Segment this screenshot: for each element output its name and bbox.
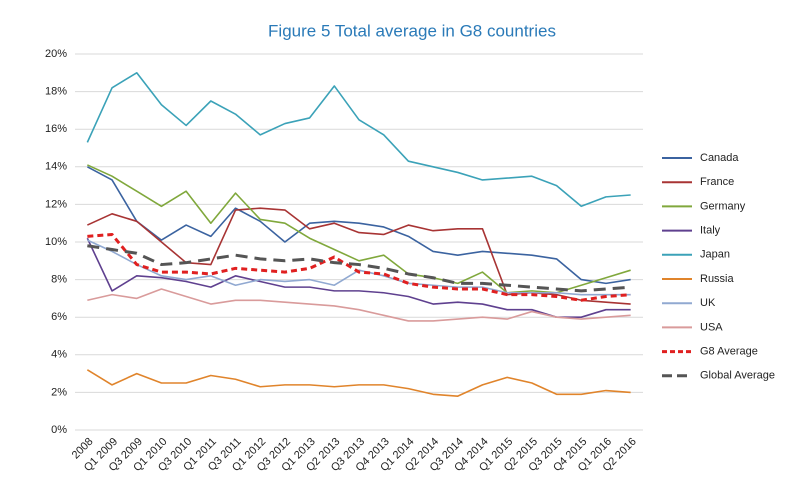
legend-label: Canada bbox=[700, 152, 739, 164]
y-tick-label: 6% bbox=[51, 311, 67, 323]
legend-label: G8 Average bbox=[700, 346, 758, 358]
legend-label: Japan bbox=[700, 249, 730, 261]
y-tick-label: 10% bbox=[45, 236, 67, 248]
y-tick-label: 14% bbox=[45, 161, 67, 173]
legend-label: Global Average bbox=[700, 370, 775, 382]
legend-label: France bbox=[700, 176, 734, 188]
y-tick-label: 0% bbox=[51, 424, 67, 436]
series-line bbox=[86, 72, 631, 208]
legend-label: Italy bbox=[700, 225, 721, 237]
legend-label: USA bbox=[700, 321, 723, 333]
y-tick-label: 16% bbox=[45, 123, 67, 135]
y-tick-label: 12% bbox=[45, 198, 67, 210]
y-tick-label: 4% bbox=[51, 349, 67, 361]
legend-label: Germany bbox=[700, 200, 746, 212]
series-line bbox=[86, 237, 631, 318]
series-line bbox=[86, 369, 631, 397]
series-line bbox=[87, 288, 631, 322]
chart-title: Figure 5 Total average in G8 countries bbox=[268, 21, 556, 40]
y-tick-label: 18% bbox=[45, 86, 67, 98]
series-line bbox=[87, 164, 631, 294]
y-tick-label: 8% bbox=[51, 274, 67, 286]
series-line bbox=[87, 239, 631, 296]
series-line bbox=[87, 232, 631, 302]
legend-label: Russia bbox=[700, 273, 735, 285]
legend-label: UK bbox=[700, 297, 716, 309]
y-tick-label: 2% bbox=[51, 386, 67, 398]
series-line bbox=[87, 244, 631, 293]
y-tick-label: 20% bbox=[45, 48, 67, 60]
series-line bbox=[86, 166, 631, 285]
